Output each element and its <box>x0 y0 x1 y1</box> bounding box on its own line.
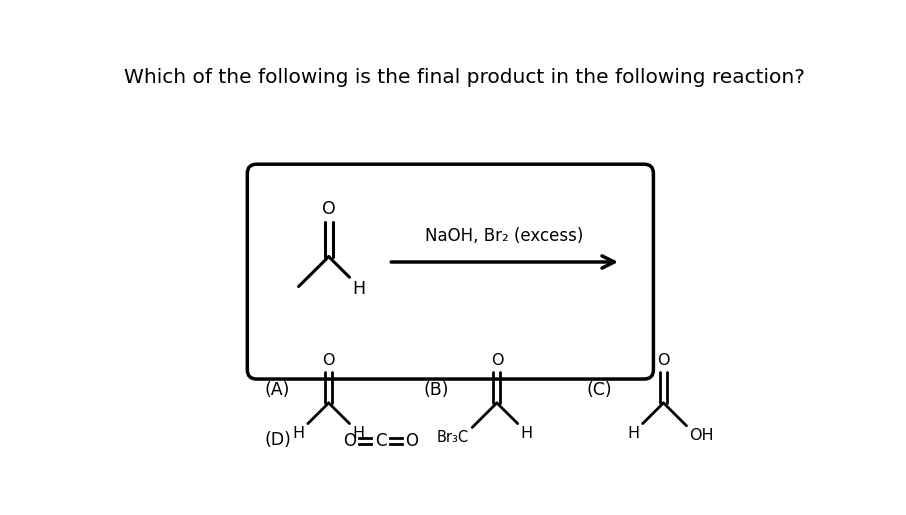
Text: OH: OH <box>689 428 714 443</box>
Text: Br₃C: Br₃C <box>437 430 469 445</box>
Text: O: O <box>322 200 335 218</box>
Text: H: H <box>293 426 304 441</box>
Text: Which of the following is the final product in the following reaction?: Which of the following is the final prod… <box>124 68 805 87</box>
Text: O: O <box>657 353 670 368</box>
Text: (D): (D) <box>265 432 291 450</box>
Text: H: H <box>521 426 533 441</box>
Text: O: O <box>323 353 335 368</box>
Text: O: O <box>405 433 419 451</box>
Text: O: O <box>343 433 356 451</box>
FancyBboxPatch shape <box>247 164 653 379</box>
Text: H: H <box>352 280 365 298</box>
Text: (C): (C) <box>586 381 612 399</box>
Text: (A): (A) <box>265 381 290 399</box>
Text: H: H <box>628 426 640 441</box>
Text: NaOH, Br₂ (excess): NaOH, Br₂ (excess) <box>426 227 583 245</box>
Text: H: H <box>352 426 365 441</box>
Text: C: C <box>375 433 386 451</box>
Text: O: O <box>491 353 503 368</box>
Text: (B): (B) <box>423 381 448 399</box>
